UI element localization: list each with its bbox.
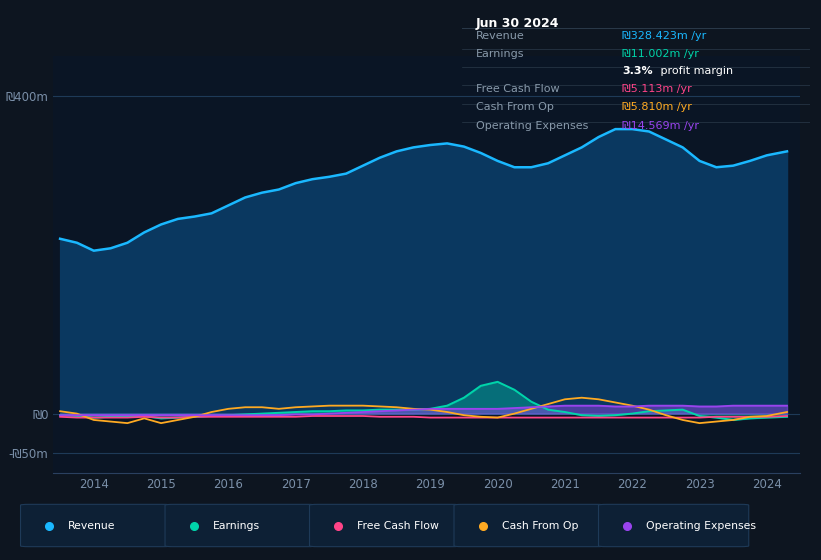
Text: Cash From Op: Cash From Op: [502, 520, 578, 530]
Text: ₪5.810m /yr: ₪5.810m /yr: [622, 102, 692, 113]
Text: profit margin: profit margin: [657, 66, 733, 76]
Text: Cash From Op: Cash From Op: [476, 102, 554, 113]
Text: Earnings: Earnings: [476, 49, 525, 59]
FancyBboxPatch shape: [599, 505, 749, 547]
Text: 3.3%: 3.3%: [622, 66, 653, 76]
Text: Revenue: Revenue: [476, 31, 525, 41]
Text: Revenue: Revenue: [68, 520, 116, 530]
Text: Free Cash Flow: Free Cash Flow: [357, 520, 439, 530]
Text: Earnings: Earnings: [213, 520, 259, 530]
Text: Operating Expenses: Operating Expenses: [646, 520, 756, 530]
Text: ₪11.002m /yr: ₪11.002m /yr: [622, 49, 699, 59]
Text: ₪5.113m /yr: ₪5.113m /yr: [622, 84, 692, 94]
FancyBboxPatch shape: [310, 505, 460, 547]
Text: ₪14.569m /yr: ₪14.569m /yr: [622, 121, 699, 131]
Text: ₪328.423m /yr: ₪328.423m /yr: [622, 31, 706, 41]
FancyBboxPatch shape: [21, 505, 171, 547]
FancyBboxPatch shape: [454, 505, 604, 547]
Text: Jun 30 2024: Jun 30 2024: [476, 17, 559, 30]
Text: Free Cash Flow: Free Cash Flow: [476, 84, 560, 94]
FancyBboxPatch shape: [165, 505, 315, 547]
Text: Operating Expenses: Operating Expenses: [476, 121, 589, 131]
